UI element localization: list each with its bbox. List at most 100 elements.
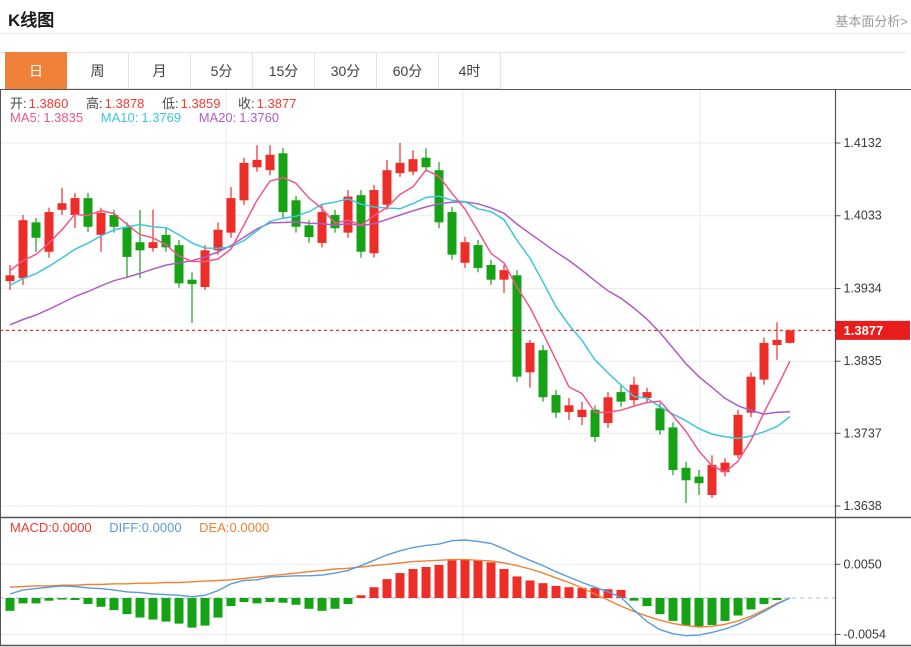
candle-down — [681, 467, 691, 481]
macd-histogram-bar — [252, 598, 262, 604]
candle-down — [590, 409, 600, 437]
macd-histogram-bar — [564, 587, 574, 598]
axis-tick-label: 1.3737 — [844, 426, 882, 440]
candle-down — [83, 198, 93, 227]
macd-histogram-bar — [291, 598, 301, 605]
macd-histogram-bar — [70, 598, 80, 601]
macd-histogram-bar — [200, 598, 210, 626]
tab-30min[interactable]: 30分 — [315, 52, 377, 89]
macd-label: MACD: — [10, 520, 52, 535]
tab-15min[interactable]: 15分 — [253, 52, 315, 89]
axis-tick-label: 1.3934 — [844, 281, 882, 295]
macd-histogram-bar — [304, 598, 314, 609]
tab-4hour[interactable]: 4时 — [439, 52, 501, 89]
high-value: 1.3878 — [104, 96, 145, 111]
axis-tick-label: 1.4033 — [844, 209, 882, 223]
macd-histogram-bar — [681, 598, 691, 626]
tab-day[interactable]: 日 — [5, 52, 67, 89]
candle-up — [785, 330, 795, 343]
macd-histogram-bar — [746, 598, 756, 610]
candle-down — [109, 215, 119, 227]
macd-histogram-bar — [590, 587, 600, 598]
close-label: 收: — [238, 96, 255, 111]
ma5-label: MA5: — [10, 110, 41, 125]
high-label: 高: — [86, 96, 103, 111]
tab-month[interactable]: 月 — [129, 52, 191, 89]
candle-up — [5, 275, 15, 282]
candle-down — [668, 427, 678, 470]
candle-down — [31, 222, 41, 238]
ma10-value: 1.3769 — [141, 110, 182, 125]
macd-histogram-bar — [18, 598, 28, 604]
candle-up — [746, 376, 756, 413]
macd-histogram-bar — [473, 560, 483, 598]
fundamental-analysis-link[interactable]: 基本面分析> — [835, 14, 908, 29]
candle-up — [226, 198, 236, 233]
candle-up — [96, 212, 106, 235]
candle-down — [356, 195, 366, 252]
candle-up — [265, 154, 275, 171]
diff-value: 0.0000 — [141, 520, 182, 535]
macd-histogram-bar — [395, 573, 405, 598]
candle-up — [577, 409, 587, 418]
candle-up — [460, 242, 470, 263]
candle-down — [122, 226, 132, 257]
macd-histogram-bar — [668, 598, 678, 621]
ma5-readout: MA5: 1.3835 — [10, 110, 83, 125]
low-label: 低: — [162, 96, 179, 111]
ma10-readout: MA10: 1.3769 — [101, 110, 181, 125]
ma20-value: 1.3760 — [239, 110, 280, 125]
open-value: 1.3860 — [28, 96, 69, 111]
candle-down — [161, 234, 171, 248]
candle-down — [278, 153, 288, 213]
macd-histogram-bar — [174, 598, 184, 624]
candle-up — [525, 342, 535, 373]
macd-histogram-bar — [772, 598, 782, 601]
axis-tick-label: 0.0050 — [844, 557, 882, 571]
macd-histogram-bar — [57, 598, 67, 600]
macd-histogram-bar — [213, 598, 223, 618]
candle-down — [616, 392, 626, 402]
macd-histogram-bar — [135, 598, 145, 618]
macd-histogram-bar — [122, 598, 132, 615]
candle-up — [213, 229, 223, 251]
macd-histogram-bar — [499, 569, 509, 598]
candle-up — [18, 220, 28, 279]
candle-up — [252, 159, 262, 168]
macd-histogram-bar — [369, 587, 379, 598]
low-readout: 低: 1.3859 — [162, 96, 220, 111]
open-readout: 开: 1.3860 — [10, 96, 68, 111]
macd-histogram-bar — [5, 598, 15, 611]
candle-up — [44, 212, 54, 252]
ohlc-readout: 开: 1.3860 高: 1.3878 低: 1.3859 收: 1.3877 — [10, 93, 310, 112]
close-value: 1.3877 — [256, 96, 297, 111]
macd-histogram-bar — [551, 585, 561, 598]
macd-histogram-bar — [616, 589, 626, 598]
macd-histogram-bar — [538, 583, 548, 598]
tab-5min[interactable]: 5分 — [191, 52, 253, 89]
candle-up — [200, 250, 210, 288]
candle-down — [421, 157, 431, 168]
macd-histogram-bar — [239, 598, 249, 603]
candle-up — [382, 170, 392, 205]
axis-tick-label: 1.3835 — [844, 354, 882, 368]
low-value: 1.3859 — [180, 96, 221, 111]
candle-down — [447, 212, 457, 255]
axis-tick-label: 1.3638 — [844, 499, 882, 513]
macd-histogram-bar — [603, 589, 613, 598]
candle-up — [707, 464, 717, 495]
candle-down — [538, 350, 548, 398]
candle-up — [408, 159, 418, 172]
macd-histogram-bar — [265, 598, 275, 603]
candle-down — [187, 279, 197, 285]
macd-histogram-bar — [356, 595, 366, 598]
tab-60min[interactable]: 60分 — [377, 52, 439, 89]
macd-histogram-bar — [759, 598, 769, 605]
dea-value: 0.0000 — [229, 520, 270, 535]
high-readout: 高: 1.3878 — [86, 96, 144, 111]
tab-week[interactable]: 周 — [67, 52, 129, 89]
candle-up — [603, 397, 613, 423]
macd-histogram-bar — [330, 598, 340, 609]
